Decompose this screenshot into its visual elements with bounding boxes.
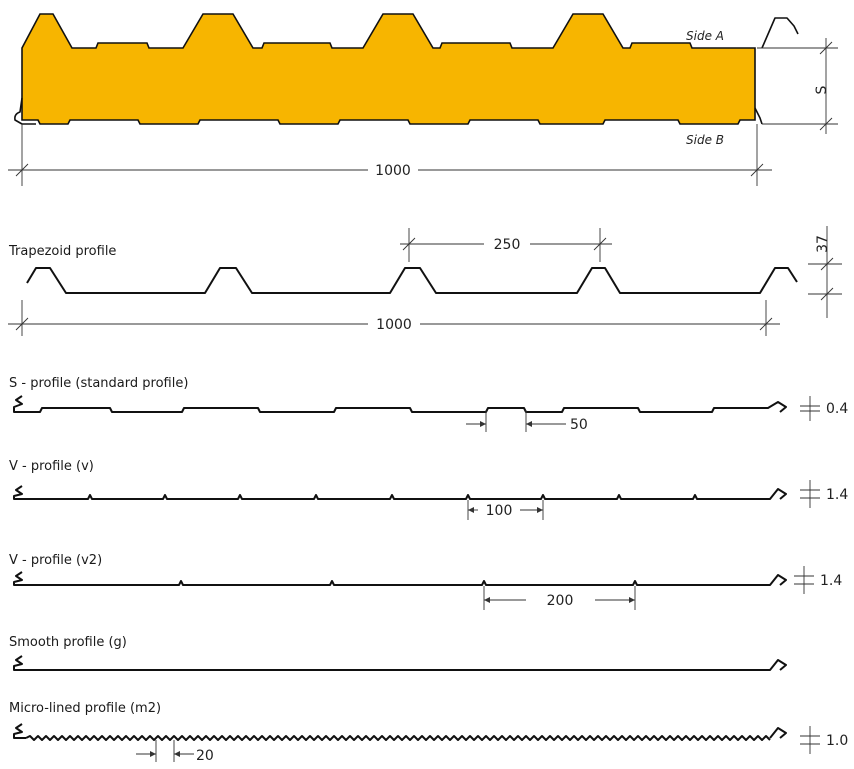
s-tick-bottom bbox=[819, 117, 833, 131]
panel-core bbox=[21, 13, 756, 125]
v2-profile-spacing: 200 bbox=[547, 593, 574, 609]
s-arrowhead-left bbox=[480, 421, 486, 427]
v-arrowhead-left bbox=[468, 507, 474, 513]
panel-left-hook bbox=[14, 97, 36, 125]
micro-lined-hook-left bbox=[13, 723, 26, 739]
v2-profile-title: V - profile (v2) bbox=[9, 553, 102, 568]
tw-tick-right bbox=[759, 317, 773, 331]
side-b-label: Side B bbox=[686, 133, 724, 147]
v2-arrowhead-right bbox=[629, 597, 635, 603]
rib-spacing-label: 250 bbox=[494, 237, 521, 253]
s-profile-spacing: 50 bbox=[570, 417, 588, 433]
micro-lined-profile-title: Micro-lined profile (m2) bbox=[9, 701, 161, 716]
v2-profile: V - profile (v2) 200 1.4 bbox=[9, 553, 842, 610]
v2-profile-shape bbox=[13, 571, 787, 586]
m2-profile-depth: 1.0 bbox=[826, 733, 848, 749]
smooth-profile-shape bbox=[13, 655, 787, 671]
v-arrowhead-right bbox=[537, 507, 543, 513]
micro-lined-hook-right bbox=[769, 727, 787, 739]
s-profile-depth: 0.4 bbox=[826, 401, 848, 417]
m2-profile-spacing: 20 bbox=[196, 748, 214, 764]
m2-arrowhead-left bbox=[150, 751, 156, 757]
trapezoid-profile: Trapezoid profile 250 37 1000 bbox=[8, 226, 842, 336]
s-profile-shape bbox=[13, 395, 787, 413]
s-profile-title: S - profile (standard profile) bbox=[9, 376, 188, 391]
trapezoid-shape bbox=[26, 267, 798, 294]
m2-arrowhead-right bbox=[174, 751, 180, 757]
rib-tick-right bbox=[593, 237, 607, 251]
side-a-label: Side A bbox=[686, 29, 724, 43]
v-profile-shape bbox=[13, 485, 787, 500]
trapezoid-height-label: 37 bbox=[815, 235, 831, 253]
s-tick-top bbox=[819, 41, 833, 55]
panel-width-label: 1000 bbox=[375, 163, 411, 179]
v-profile-title: V - profile (v) bbox=[9, 459, 94, 474]
thickness-label: S bbox=[814, 85, 830, 94]
panel-right-rib bbox=[761, 17, 799, 49]
s-arrowhead-right bbox=[526, 421, 532, 427]
v-profile-spacing: 100 bbox=[486, 503, 513, 519]
tw-tick-left bbox=[15, 317, 29, 331]
v2-arrowhead-left bbox=[484, 597, 490, 603]
trapezoid-width-label: 1000 bbox=[376, 317, 412, 333]
v-profile: V - profile (v) 100 1.4 bbox=[9, 459, 848, 520]
w-tick-right bbox=[750, 163, 764, 177]
micro-lined-wave bbox=[25, 735, 771, 741]
v2-profile-depth: 1.4 bbox=[820, 573, 842, 589]
rib-tick-left bbox=[402, 237, 416, 251]
trapezoid-title: Trapezoid profile bbox=[8, 244, 116, 259]
smooth-profile-title: Smooth profile (g) bbox=[9, 635, 127, 650]
v-profile-depth: 1.4 bbox=[826, 487, 848, 503]
panel-right-step bbox=[754, 107, 763, 125]
h-tick-top bbox=[820, 257, 834, 271]
s-profile: S - profile (standard profile) 50 0.4 bbox=[9, 376, 848, 433]
smooth-profile: Smooth profile (g) bbox=[9, 635, 787, 671]
h-tick-bottom bbox=[820, 287, 834, 301]
micro-lined-profile: Micro-lined profile (m2) 20 1.0 bbox=[9, 701, 848, 764]
w-tick-left bbox=[15, 163, 29, 177]
sandwich-panel: Side A Side B S 1000 bbox=[8, 13, 838, 186]
